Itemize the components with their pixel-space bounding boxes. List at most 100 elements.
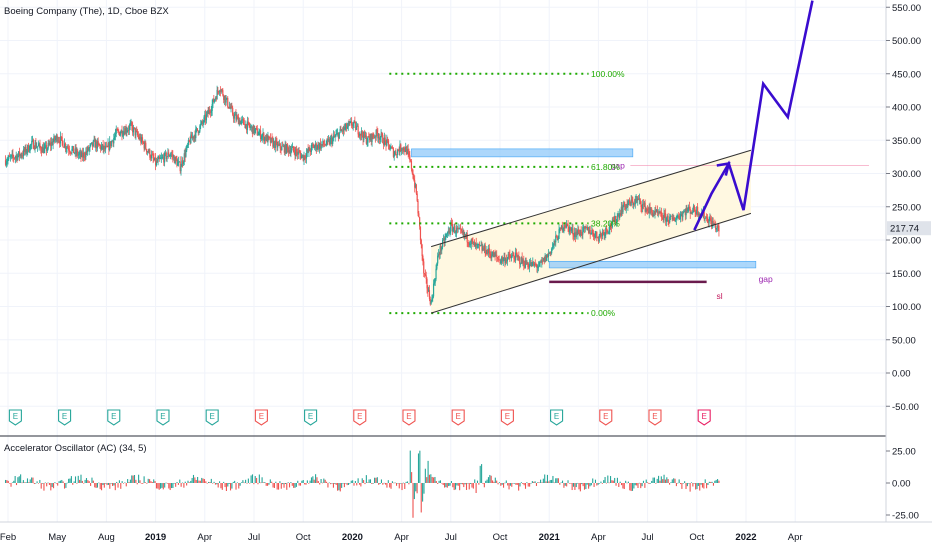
candle-body [674, 220, 676, 222]
earnings-event-marker[interactable]: E [8, 409, 22, 426]
candle-body [195, 128, 197, 139]
oscillator-bar [552, 475, 554, 483]
earnings-event-marker[interactable]: E [107, 409, 121, 426]
candle-body [589, 230, 591, 235]
candle-body [619, 213, 621, 218]
candle-body [341, 130, 344, 132]
candle-body [496, 254, 498, 258]
oscillator-bar [53, 483, 55, 489]
oscillator-bar [502, 483, 505, 488]
candle-body [473, 241, 475, 243]
earnings-event-marker[interactable]: E [156, 409, 170, 426]
candle-body [424, 273, 426, 276]
candle-body [64, 143, 66, 149]
candle-body [606, 230, 609, 233]
oscillator-bar [688, 483, 690, 484]
candle-body [405, 146, 408, 154]
earnings-event-marker[interactable]: E [353, 409, 367, 426]
candle-body [489, 253, 491, 255]
price-tick-label: 50.00 [892, 335, 916, 346]
candle-body [48, 143, 50, 145]
candle-body [5, 162, 7, 165]
candle-body [584, 226, 586, 229]
candle-body [404, 150, 406, 152]
gap-zone-0[interactable] [411, 148, 634, 158]
oscillator-bar [162, 483, 164, 490]
candle-body [104, 146, 107, 150]
candle-body [488, 248, 490, 254]
oscillator-bar [165, 482, 167, 484]
candle-body [408, 152, 410, 156]
earnings-event-marker[interactable]: E [451, 409, 465, 426]
candle-body [101, 144, 103, 147]
candle-body [583, 226, 586, 229]
oscillator-bar [409, 450, 411, 483]
event-marker-letter: E [456, 412, 461, 421]
channel-lower-line[interactable] [430, 212, 752, 314]
gap-zone-1[interactable] [548, 260, 757, 269]
earnings-event-marker[interactable]: E [550, 409, 564, 426]
oscillator-bar [693, 483, 695, 484]
oscillator-bar [546, 474, 548, 483]
oscillator-bar [232, 481, 234, 483]
event-marker-letter: E [13, 412, 18, 421]
earnings-event-marker[interactable]: E [697, 409, 711, 426]
candle-body [490, 254, 492, 258]
oscillator-bar [472, 483, 474, 489]
oscillator-bar [390, 483, 392, 489]
candle-body [193, 135, 195, 139]
oscillator-bar [516, 483, 518, 485]
candle-body [299, 152, 301, 155]
price-tick-label: 400.00 [892, 103, 921, 114]
candle-body [307, 149, 309, 152]
oscillator-bar [203, 479, 206, 483]
candle-body [309, 151, 312, 152]
candle-body [63, 143, 66, 148]
candle-body [243, 119, 245, 125]
earnings-event-marker[interactable]: E [304, 409, 318, 426]
candle-body [114, 133, 117, 137]
candle-body [381, 133, 383, 135]
oscillator-bar [143, 476, 145, 483]
candle-body [316, 148, 318, 150]
candle-body [570, 229, 572, 231]
candle-body [507, 254, 509, 259]
candle-body [18, 151, 20, 156]
candle-body [233, 115, 235, 119]
projection-path[interactable] [693, 0, 814, 231]
candle-body [224, 95, 226, 103]
candle-body [612, 219, 614, 221]
oscillator-bar [17, 477, 19, 483]
channel-fill [431, 150, 751, 314]
candle-body [620, 206, 622, 216]
earnings-event-marker[interactable]: E [599, 409, 613, 426]
earnings-event-marker[interactable]: E [205, 409, 219, 426]
oscillator-bar [369, 479, 372, 483]
earnings-event-marker[interactable]: E [58, 409, 72, 426]
earnings-event-marker[interactable]: E [500, 409, 514, 426]
oscillator-bar [109, 483, 111, 489]
oscillator-bar [216, 483, 218, 485]
oscillator-bar [667, 479, 669, 483]
candle-body [124, 128, 126, 135]
candle-body [487, 249, 489, 254]
candle-body [558, 229, 560, 239]
candle-body [618, 214, 620, 218]
earnings-event-marker[interactable]: E [648, 409, 662, 426]
oscillator-bar [341, 483, 343, 488]
candle-body [107, 143, 109, 147]
candle-body [441, 247, 443, 251]
channel-upper-line[interactable] [430, 149, 752, 248]
candle-body [509, 254, 511, 258]
candle-body [255, 128, 257, 130]
candle-body [524, 265, 526, 268]
oscillator-bar [397, 483, 399, 484]
earnings-event-marker[interactable]: E [402, 409, 416, 426]
oscillator-bar [25, 482, 27, 483]
candle-body [648, 207, 650, 214]
earnings-event-marker[interactable]: E [254, 409, 268, 426]
candle-body [369, 134, 372, 141]
candle-body [162, 157, 164, 159]
